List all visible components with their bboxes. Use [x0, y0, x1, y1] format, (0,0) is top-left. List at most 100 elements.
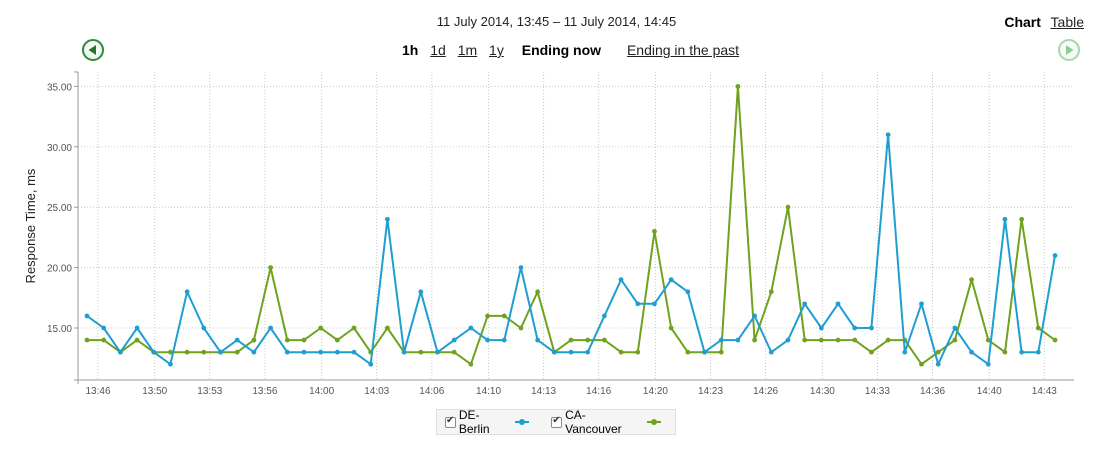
data-point[interactable] [935, 361, 941, 367]
data-point[interactable] [385, 325, 390, 331]
data-point[interactable] [618, 349, 624, 355]
data-point[interactable] [351, 349, 357, 355]
period-1y[interactable]: 1y [489, 42, 504, 58]
data-point[interactable] [1052, 337, 1058, 343]
data-point[interactable] [969, 277, 974, 283]
data-point[interactable] [418, 289, 424, 295]
data-point[interactable] [284, 349, 290, 355]
data-point[interactable] [418, 349, 424, 355]
data-point[interactable] [535, 289, 541, 295]
data-point[interactable] [919, 301, 924, 307]
data-point[interactable] [835, 301, 841, 307]
data-point[interactable] [568, 337, 574, 343]
data-point[interactable] [1002, 216, 1008, 222]
data-point[interactable] [935, 349, 941, 355]
data-point[interactable] [585, 349, 591, 355]
data-point[interactable] [468, 325, 474, 331]
data-point[interactable] [618, 277, 624, 283]
previous-period-button[interactable] [82, 39, 104, 61]
data-point[interactable] [802, 301, 808, 307]
data-point[interactable] [752, 313, 757, 319]
period-1d[interactable]: 1d [430, 42, 446, 58]
data-point[interactable] [702, 349, 707, 355]
data-point[interactable] [485, 313, 490, 319]
checkbox-de-berlin[interactable] [445, 415, 456, 428]
data-point[interactable] [84, 337, 90, 343]
chart-view-tab[interactable]: Chart [1004, 14, 1041, 30]
data-point[interactable] [869, 349, 874, 355]
data-point[interactable] [718, 349, 724, 355]
data-point[interactable] [501, 337, 507, 343]
ending-now-option[interactable]: Ending now [521, 42, 602, 58]
data-point[interactable] [101, 337, 107, 343]
data-point[interactable] [635, 301, 641, 307]
data-point[interactable] [969, 349, 974, 355]
data-point[interactable] [368, 361, 374, 367]
data-point[interactable] [134, 337, 140, 343]
data-point[interactable] [635, 349, 641, 355]
data-point[interactable] [869, 325, 874, 331]
data-point[interactable] [1035, 325, 1041, 331]
data-point[interactable] [334, 349, 340, 355]
data-point[interactable] [234, 349, 240, 355]
data-point[interactable] [218, 349, 223, 355]
data-point[interactable] [318, 349, 324, 355]
data-point[interactable] [919, 361, 924, 367]
data-point[interactable] [451, 337, 457, 343]
data-point[interactable] [201, 325, 207, 331]
data-point[interactable] [952, 325, 958, 331]
legend-item-ca-vancouver[interactable]: CA-Vancouver [551, 408, 661, 436]
data-point[interactable] [101, 325, 107, 331]
data-point[interactable] [184, 349, 190, 355]
data-point[interactable] [601, 337, 607, 343]
data-point[interactable] [652, 301, 657, 307]
data-point[interactable] [251, 349, 257, 355]
data-point[interactable] [1002, 349, 1008, 355]
data-point[interactable] [852, 325, 858, 331]
data-point[interactable] [685, 289, 691, 295]
data-point[interactable] [117, 349, 123, 355]
data-point[interactable] [885, 337, 891, 343]
data-point[interactable] [568, 349, 574, 355]
data-point[interactable] [268, 325, 273, 331]
data-point[interactable] [518, 325, 524, 331]
data-point[interactable] [301, 349, 307, 355]
data-point[interactable] [785, 204, 791, 210]
data-point[interactable] [84, 313, 90, 319]
data-point[interactable] [168, 361, 173, 367]
data-point[interactable] [151, 349, 157, 355]
next-period-button[interactable] [1058, 39, 1080, 61]
ending-in-past-link[interactable]: Ending in the past [626, 42, 740, 58]
data-point[interactable] [585, 337, 591, 343]
data-point[interactable] [985, 337, 991, 343]
data-point[interactable] [468, 361, 474, 367]
data-point[interactable] [902, 349, 908, 355]
data-point[interactable] [735, 84, 741, 89]
data-point[interactable] [652, 228, 657, 234]
data-point[interactable] [885, 132, 891, 138]
data-point[interactable] [835, 337, 841, 343]
data-point[interactable] [184, 289, 190, 295]
data-point[interactable] [818, 325, 824, 331]
data-point[interactable] [451, 349, 457, 355]
data-point[interactable] [1019, 349, 1025, 355]
data-point[interactable] [134, 325, 140, 331]
data-point[interactable] [284, 337, 290, 343]
data-point[interactable] [435, 349, 440, 355]
data-point[interactable] [768, 349, 774, 355]
data-point[interactable] [1035, 349, 1041, 355]
data-point[interactable] [518, 265, 524, 270]
legend-item-de-berlin[interactable]: DE-Berlin [445, 408, 530, 436]
data-point[interactable] [718, 337, 724, 343]
data-point[interactable] [1052, 253, 1058, 258]
data-point[interactable] [768, 289, 774, 295]
data-point[interactable] [268, 265, 273, 270]
data-point[interactable] [351, 325, 357, 331]
data-point[interactable] [685, 349, 691, 355]
data-point[interactable] [1019, 216, 1025, 222]
data-point[interactable] [668, 277, 674, 283]
data-point[interactable] [601, 313, 607, 319]
data-point[interactable] [551, 349, 557, 355]
data-point[interactable] [234, 337, 240, 343]
data-point[interactable] [251, 337, 257, 343]
